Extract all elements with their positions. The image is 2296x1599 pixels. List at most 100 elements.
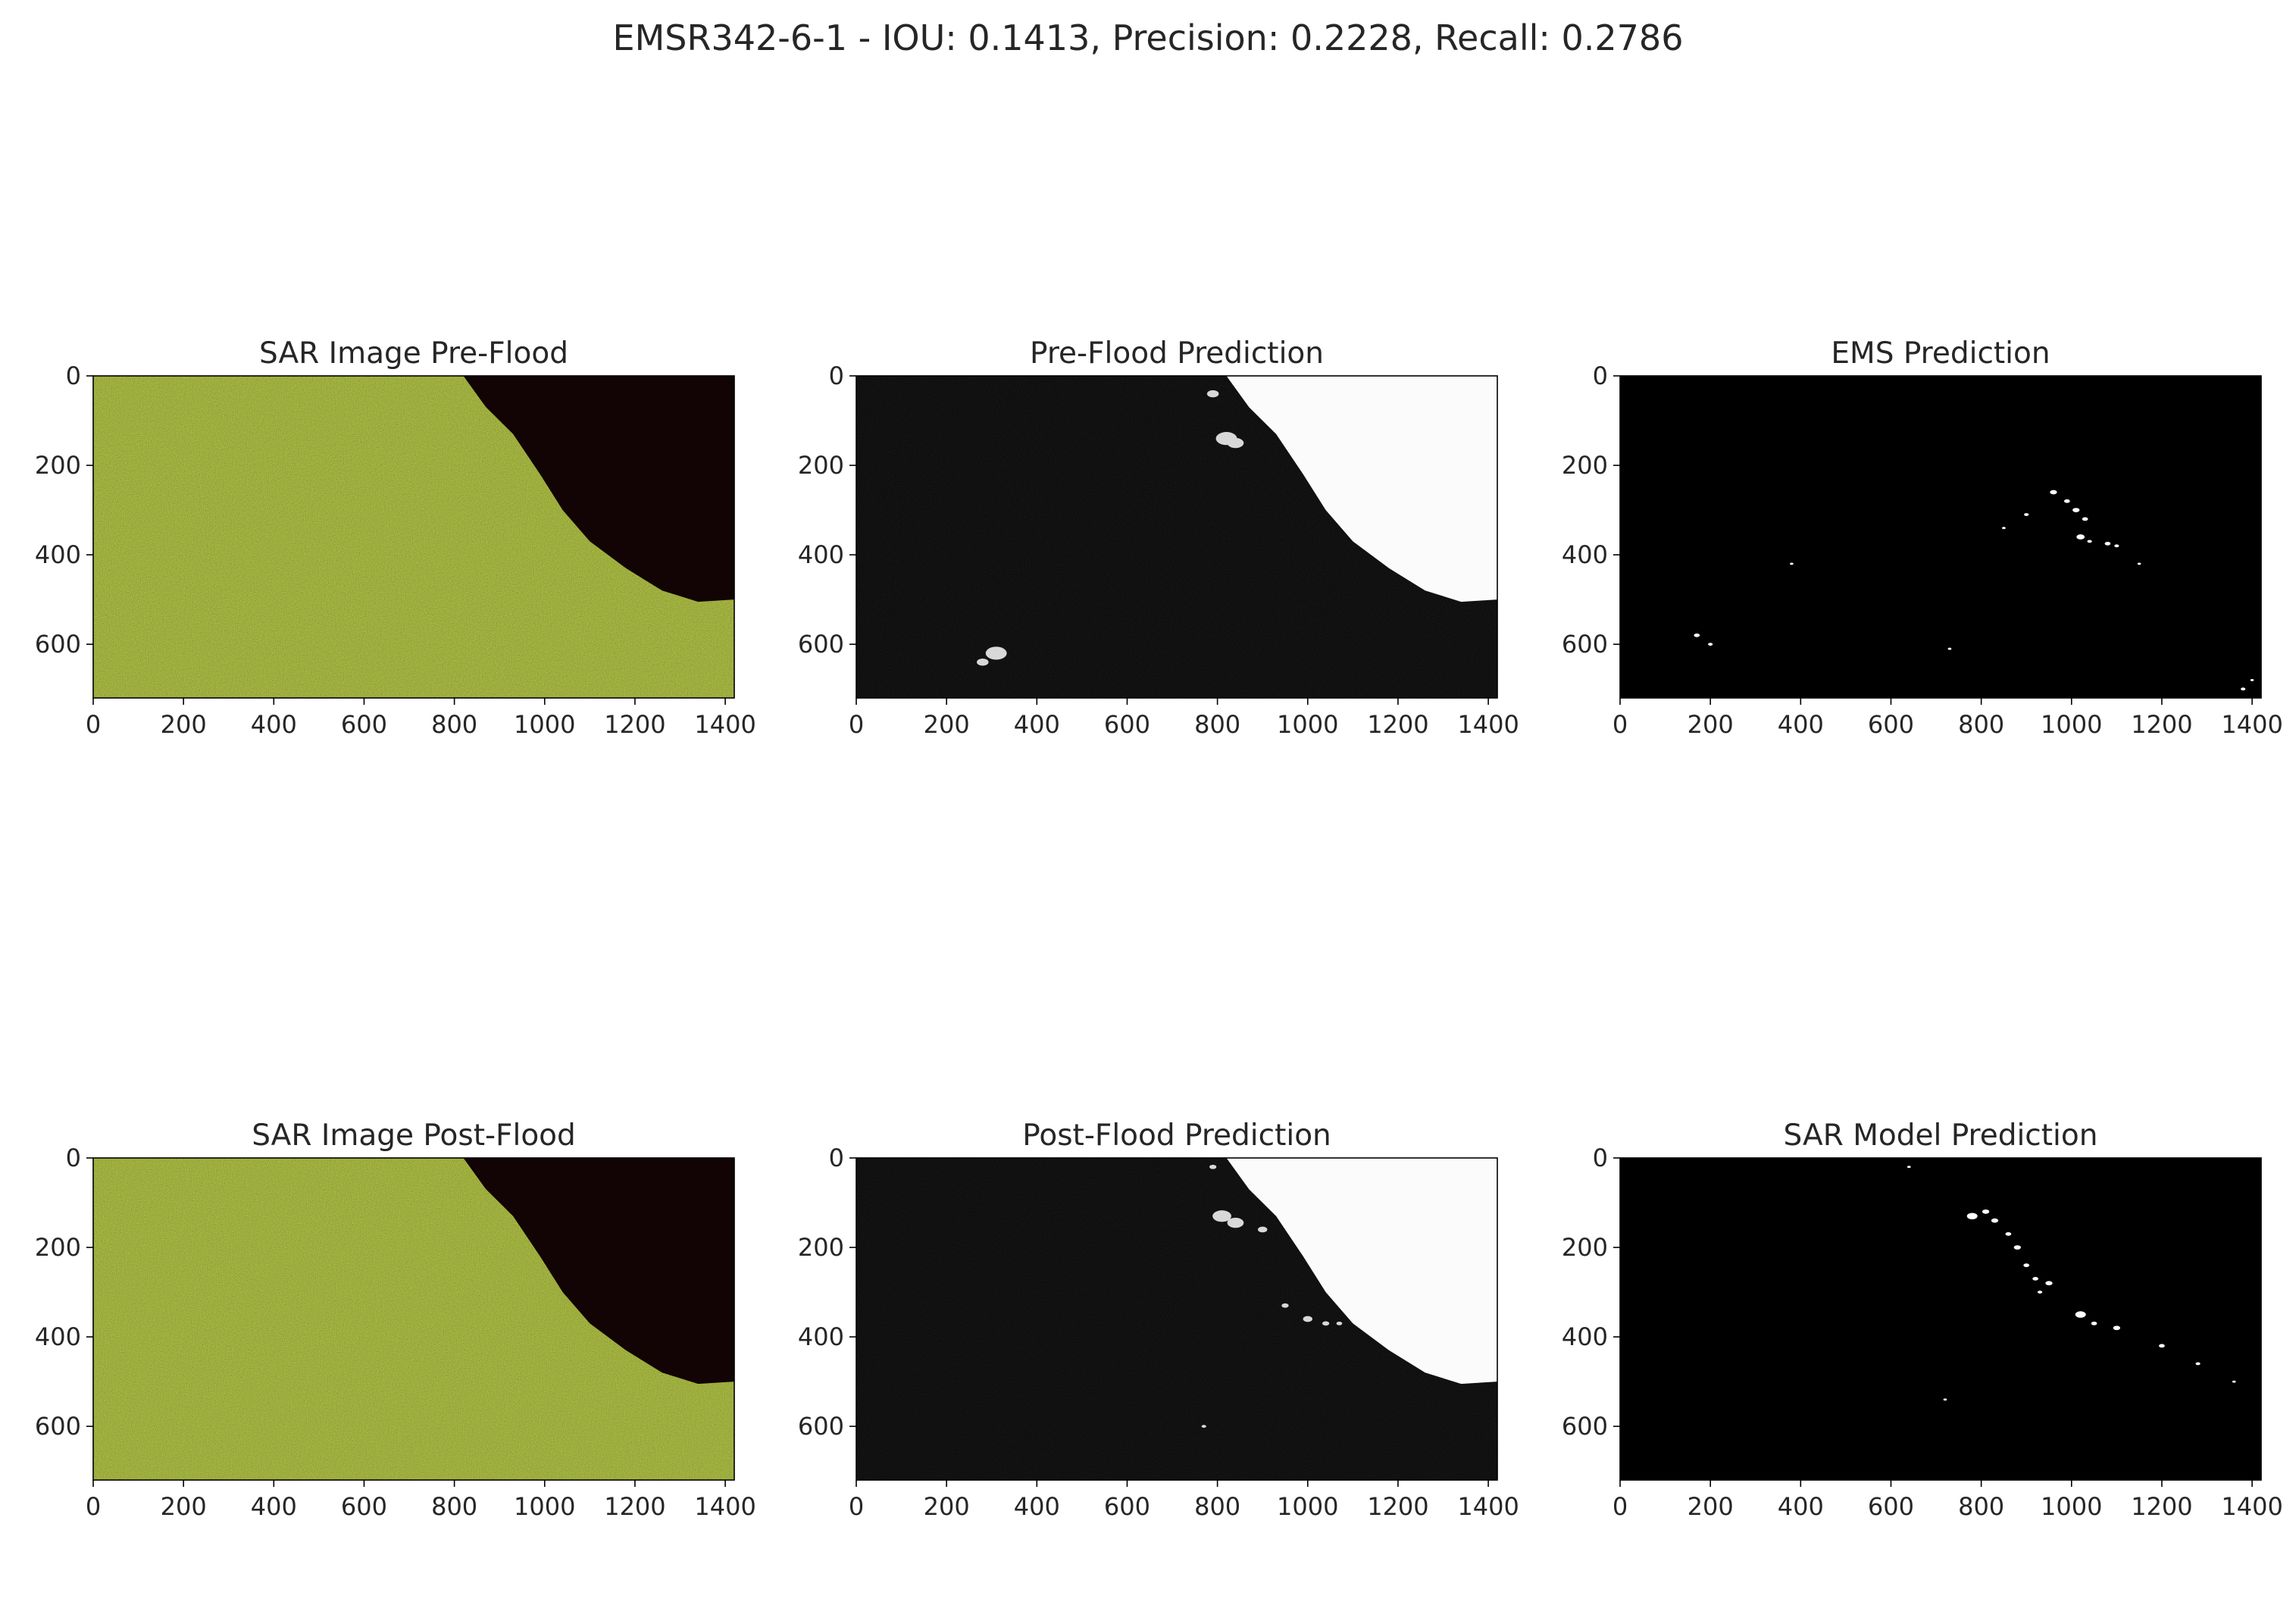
prediction-blob	[2050, 490, 2057, 495]
x-tick-label: 800	[1194, 1492, 1240, 1521]
x-tick-label: 200	[1688, 1492, 1734, 1521]
prediction-blob	[1966, 1213, 1978, 1220]
y-tick-label: 400	[1562, 540, 1608, 569]
subplot-sar-model-pred: SAR Model Prediction 0 200 400 600 800 1000 120…	[1527, 1114, 2296, 1599]
x-tick-label: 400	[1014, 1492, 1060, 1521]
subplot-sar-pre: SAR Image Pre-Flood 0 200 400 600 800 1000 1200…	[0, 332, 771, 817]
y-tick-label: 400	[1562, 1322, 1608, 1351]
image-background	[1620, 376, 2261, 698]
prediction-blob	[2114, 544, 2119, 548]
x-tick-label: 800	[431, 1492, 477, 1521]
y-tick-label: 200	[1562, 1233, 1608, 1262]
x-tick-label: 1400	[1457, 710, 1519, 739]
prediction-blob	[2250, 678, 2254, 681]
subplot-axes: 0 200 400 600 800 1000 1200 1400 0 200 400 600	[798, 1144, 1519, 1521]
prediction-blob	[1258, 1226, 1268, 1233]
prediction-blob	[2082, 517, 2088, 521]
x-tick-label: 0	[849, 1492, 864, 1521]
prediction-blob	[1201, 1425, 1206, 1428]
x-tick-label: 1000	[1277, 1492, 1338, 1521]
x-tick-label: 200	[161, 710, 207, 739]
prediction-blob	[2159, 1344, 2165, 1348]
prediction-blob	[1336, 1322, 1343, 1325]
y-tick-label: 600	[1562, 1412, 1608, 1441]
sea-region	[1226, 1158, 1497, 1385]
sea-region	[463, 376, 734, 602]
x-tick-label: 1000	[1277, 710, 1338, 739]
prediction-blob	[1281, 1303, 1289, 1308]
x-tick-label: 1400	[2221, 1492, 2282, 1521]
sea-region	[463, 1158, 734, 1385]
prediction-blob	[1947, 647, 1952, 650]
prediction-blob	[2075, 1311, 2086, 1318]
prediction-blob	[1209, 1164, 1217, 1169]
prediction-blob	[1227, 437, 1244, 449]
y-tick-label: 200	[35, 1233, 81, 1262]
y-tick-label: 200	[35, 451, 81, 480]
axes-frame	[856, 375, 1498, 699]
prediction-blob	[1227, 1217, 1244, 1228]
prediction-blob	[2091, 1322, 2097, 1325]
y-tick-label: 0	[829, 361, 844, 390]
x-tick-label: 400	[1778, 1492, 1824, 1521]
axes-frame	[1619, 375, 2262, 699]
x-tick-label: 0	[1613, 1492, 1628, 1521]
x-tick-label: 600	[1104, 1492, 1150, 1521]
y-tick-label: 0	[66, 1144, 81, 1172]
prediction-blob	[2195, 1362, 2201, 1366]
y-tick-label: 400	[798, 540, 844, 569]
x-tick-label: 600	[1868, 1492, 1914, 1521]
subplot-axes: 0 200 400 600 800 1000 1200 1400 0 200 400 600	[35, 1144, 756, 1521]
y-tick-label: 200	[1562, 451, 1608, 480]
x-tick-label: 0	[86, 710, 101, 739]
y-tick-label: 200	[798, 1233, 844, 1262]
y-tick-label: 400	[35, 540, 81, 569]
y-tick-label: 600	[1562, 630, 1608, 659]
x-tick-label: 200	[924, 1492, 970, 1521]
y-tick-label: 400	[35, 1322, 81, 1351]
prediction-blob	[1322, 1321, 1330, 1326]
prediction-blob	[2072, 508, 2080, 512]
y-tick-label: 400	[798, 1322, 844, 1351]
x-tick-label: 1200	[1367, 710, 1428, 739]
prediction-blob	[1206, 390, 1219, 398]
prediction-blob	[2024, 513, 2029, 516]
x-tick-label: 200	[1688, 710, 1734, 739]
prediction-blob	[2005, 1231, 2012, 1236]
prediction-blob	[1943, 1398, 1947, 1401]
x-tick-label: 800	[1958, 710, 2004, 739]
axes-frame	[92, 375, 735, 699]
x-tick-label: 600	[341, 710, 387, 739]
x-tick-label: 400	[1014, 710, 1060, 739]
prediction-blob	[2023, 1263, 2030, 1268]
x-tick-label: 1200	[604, 710, 665, 739]
x-tick-label: 1200	[1367, 1492, 1428, 1521]
prediction-blob	[2241, 687, 2246, 691]
axes-frame	[856, 1157, 1498, 1481]
x-tick-label: 1200	[604, 1492, 665, 1521]
x-tick-label: 1000	[2041, 1492, 2102, 1521]
subplot-axes: 0 200 400 600 800 1000 1200 1400 0 200 400 600	[35, 361, 756, 739]
prediction-blob	[985, 646, 1007, 660]
prediction-blob	[2113, 1325, 2120, 1331]
subplot-title: Pre-Flood Prediction	[1030, 336, 1324, 371]
x-tick-label: 400	[1778, 710, 1824, 739]
subplot-title: SAR Model Prediction	[1783, 1119, 2098, 1153]
y-tick-label: 200	[798, 451, 844, 480]
y-tick-label: 600	[798, 1412, 844, 1441]
prediction-blob	[1907, 1166, 1911, 1169]
x-tick-label: 1000	[2041, 710, 2102, 739]
prediction-blob	[2076, 534, 2085, 540]
prediction-blob	[1694, 633, 1700, 637]
y-tick-label: 600	[35, 1412, 81, 1441]
subplot-pre-pred: Pre-Flood Prediction 0 200 400 600 800 1000 120…	[763, 332, 1534, 817]
x-tick-label: 1400	[1457, 1492, 1519, 1521]
prediction-blob	[2032, 1276, 2038, 1281]
prediction-blob	[1708, 643, 1713, 646]
prediction-blob	[1303, 1316, 1312, 1322]
x-tick-label: 600	[1868, 710, 1914, 739]
x-tick-label: 200	[924, 710, 970, 739]
y-tick-label: 0	[66, 361, 81, 390]
subplot-axes: 0 200 400 600 800 1000 1200 1400 0 200 400 600	[1562, 1144, 2283, 1521]
x-tick-label: 200	[161, 1492, 207, 1521]
